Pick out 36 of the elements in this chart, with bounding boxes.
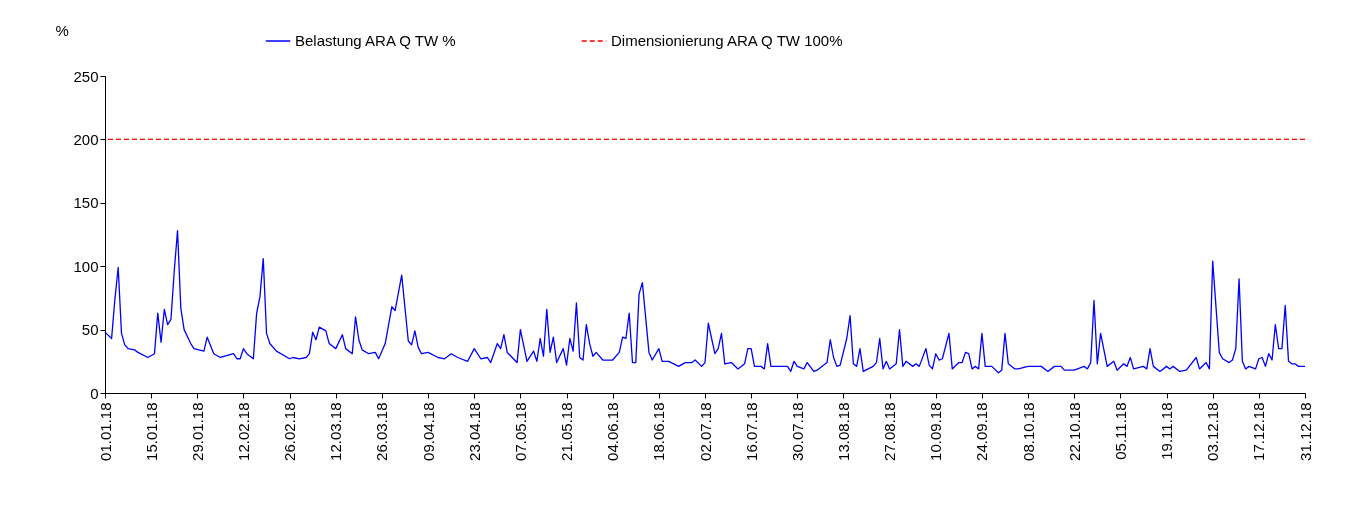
y-tick-label: 250 <box>73 67 99 85</box>
x-tick-label: 21.05.18 <box>558 402 576 461</box>
x-tick-label: 08.10.18 <box>1019 402 1037 461</box>
x-tick-label: 31.12.18 <box>1296 402 1314 461</box>
x-tick-label: 17.12.18 <box>1250 402 1268 461</box>
x-tick-label: 05.11.18 <box>1111 402 1129 460</box>
x-tick-label: 04.06.18 <box>604 402 622 461</box>
x-tick-label: 18.06.18 <box>650 402 668 461</box>
x-tick-label: 07.05.18 <box>511 402 529 461</box>
x-tick-label: 22.10.18 <box>1065 402 1083 461</box>
legend-label: Dimensionierung ARA Q TW 100% <box>611 32 843 49</box>
y-axis-title: % <box>55 21 69 39</box>
y-tick-label: 200 <box>73 130 99 148</box>
x-tick-label: 13.08.18 <box>834 402 852 461</box>
x-tick-label: 23.04.18 <box>465 402 483 461</box>
x-tick-label: 10.09.18 <box>927 402 945 461</box>
x-tick-label: 29.01.18 <box>188 402 206 461</box>
y-tick-label: 0 <box>90 384 99 402</box>
x-tick-label: 30.07.18 <box>788 402 806 461</box>
x-tick-label: 03.12.18 <box>1204 402 1222 461</box>
x-tick-label: 27.08.18 <box>881 402 899 461</box>
legend-label: Belastung ARA Q TW % <box>295 32 456 49</box>
x-tick-label: 12.03.18 <box>327 402 345 461</box>
x-tick-label: 02.07.18 <box>696 402 714 461</box>
x-tick-label: 26.03.18 <box>373 402 391 461</box>
x-tick-label: 24.09.18 <box>973 402 991 461</box>
x-tick-label: 26.02.18 <box>281 402 299 461</box>
y-tick-label: 50 <box>81 321 99 339</box>
y-tick-label: 150 <box>73 194 99 212</box>
x-tick-label: 16.07.18 <box>742 402 760 461</box>
x-tick-label: 01.01.18 <box>96 402 114 461</box>
y-tick-label: 100 <box>73 257 99 275</box>
x-tick-label: 09.04.18 <box>419 402 437 461</box>
x-tick-label: 15.01.18 <box>142 402 160 461</box>
x-tick-label: 19.11.18 <box>1158 402 1176 460</box>
x-tick-label: 12.02.18 <box>234 402 252 461</box>
